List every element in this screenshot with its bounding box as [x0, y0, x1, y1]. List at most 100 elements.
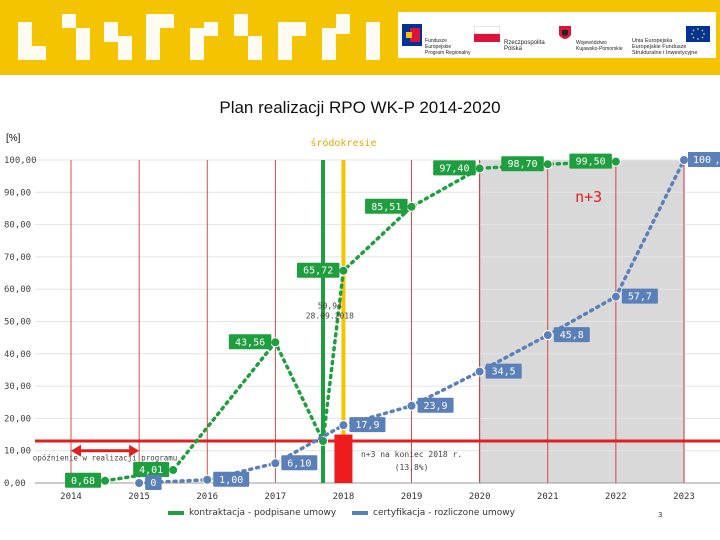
y-tick-label: 0,00 [4, 479, 26, 489]
data-label-box [281, 455, 318, 471]
data-label-box [145, 475, 162, 490]
x-tick-label: 2023 [673, 492, 695, 502]
data-label: 6,10 [287, 458, 311, 469]
data-point [542, 159, 553, 170]
x-tick-label: 2015 [128, 492, 150, 502]
data-label-box [65, 472, 102, 488]
data-point [542, 330, 553, 341]
y-tick-label: 70,00 [4, 253, 31, 263]
x-tick-label: 2020 [469, 492, 491, 502]
mid-term-label: śródokresie [310, 137, 376, 149]
data-label-box [433, 160, 476, 176]
data-label-box [485, 363, 522, 379]
data-point [270, 337, 281, 348]
data-label: 98,70 [507, 159, 537, 170]
annotation-4: (13,8%) [395, 463, 429, 472]
data-label: 99,50 [576, 157, 606, 168]
legend-item-certification: certyfikacja - rozliczone umowy [352, 508, 515, 518]
header-banner: Fundusze Europejskie Program Regionalny Rz… [0, 0, 720, 75]
y-tick-label: 60,00 [4, 285, 31, 295]
chart-title: Plan realizacji RPO WK-P 2014-2020 [219, 98, 501, 117]
legend-swatch-contracting [168, 511, 184, 515]
data-label: 34,5 [492, 367, 516, 378]
annotation-2: 28.09.2018 [306, 311, 354, 320]
x-tick-label: 2022 [605, 492, 627, 502]
data-point [679, 155, 689, 165]
delay-arrow-head-right [129, 444, 140, 457]
partner-logos: Fundusze Europejskie Program Regionalny Rz… [398, 12, 716, 58]
data-point [134, 478, 145, 488]
data-point [610, 291, 621, 302]
data-label-box [133, 462, 170, 478]
y-tick-label: 40,00 [4, 350, 31, 360]
page-number: 3 [658, 511, 663, 519]
data-label: 85,51 [371, 202, 401, 213]
polish-flag-icon [474, 26, 500, 42]
data-label-box [228, 334, 272, 350]
y-tick-label: 30,00 [4, 382, 31, 392]
annotation-3: n+3 na koniec 2018 r. [361, 450, 462, 459]
region-crest-icon [559, 26, 571, 39]
data-label: 97,40 [439, 163, 469, 174]
data-point [338, 265, 349, 276]
y-tick-label: 80,00 [4, 221, 31, 231]
poland-text: Rzeczpospolita Polska [504, 40, 545, 52]
data-point [406, 201, 417, 212]
data-label: 17,9 [355, 420, 379, 431]
data-point [270, 458, 281, 469]
pixel-pattern-logo [18, 14, 380, 60]
data-point [168, 465, 179, 476]
data-label-box [365, 198, 408, 214]
data-label: 65,72 [303, 266, 333, 277]
data-label-box [417, 397, 454, 413]
extra-label-box [688, 152, 716, 167]
y-tick-label: 20,00 [4, 414, 31, 424]
n3-label: n+3 [575, 188, 602, 206]
data-label: 43,56 [235, 337, 265, 348]
data-label: 23,9 [424, 401, 448, 412]
data-point [474, 163, 485, 174]
data-label: 0,68 [71, 476, 95, 487]
data-label-box [569, 153, 612, 169]
y-axis-unit: [%] [6, 133, 21, 144]
data-label-box [501, 156, 544, 172]
y-tick-label: 50,00 [4, 318, 31, 328]
data-point [202, 474, 213, 485]
y-tick-label: 90,00 [4, 188, 31, 198]
y-tick-label: 10,00 [4, 447, 31, 457]
data-label: 57,7 [628, 292, 652, 303]
data-label: 45,8 [560, 330, 584, 341]
red-bar [334, 434, 353, 483]
x-tick-label: 2021 [537, 492, 559, 502]
eu-funds-logo [402, 24, 422, 46]
data-label: 1,00 [219, 475, 243, 486]
data-label: 4,01 [139, 465, 163, 476]
x-tick-label: 2016 [196, 492, 218, 502]
x-tick-label: 2018 [333, 492, 355, 502]
data-label-box [553, 327, 590, 343]
eu-text: Unia Europejska Europejskie Fundusze Struk… [632, 38, 698, 56]
data-label-box [213, 471, 250, 487]
data-label-box [621, 288, 658, 304]
data-label: 0 [150, 478, 156, 489]
region-text: Województwo Kujawsko-Pomorskie [576, 40, 623, 52]
eu-funds-text: Fundusze Europejskie Program Regionalny [425, 38, 471, 56]
data-point [338, 420, 349, 431]
x-tick-label: 2017 [264, 492, 286, 502]
data-label-box [349, 417, 386, 433]
y-tick-label: 100,00 [4, 156, 37, 166]
delay-arrow-head-left [71, 444, 81, 457]
data-point [100, 475, 111, 486]
eu-flag-icon [686, 26, 710, 42]
data-point [474, 366, 485, 377]
extra-data-label: 100 [693, 155, 711, 166]
legend-label-contracting: kontraktacja - podpisane umowy [189, 508, 337, 518]
x-tick-label: 2019 [401, 492, 423, 502]
x-tick-label: 2014 [60, 492, 82, 502]
data-label-box [296, 262, 340, 278]
legend-label-certification: certyfikacja - rozliczone umowy [373, 508, 515, 518]
annotation-0: opóźnienie w realizacji programu [33, 453, 178, 462]
data-point [406, 400, 417, 411]
annotation-1: 50,94 [318, 302, 342, 311]
